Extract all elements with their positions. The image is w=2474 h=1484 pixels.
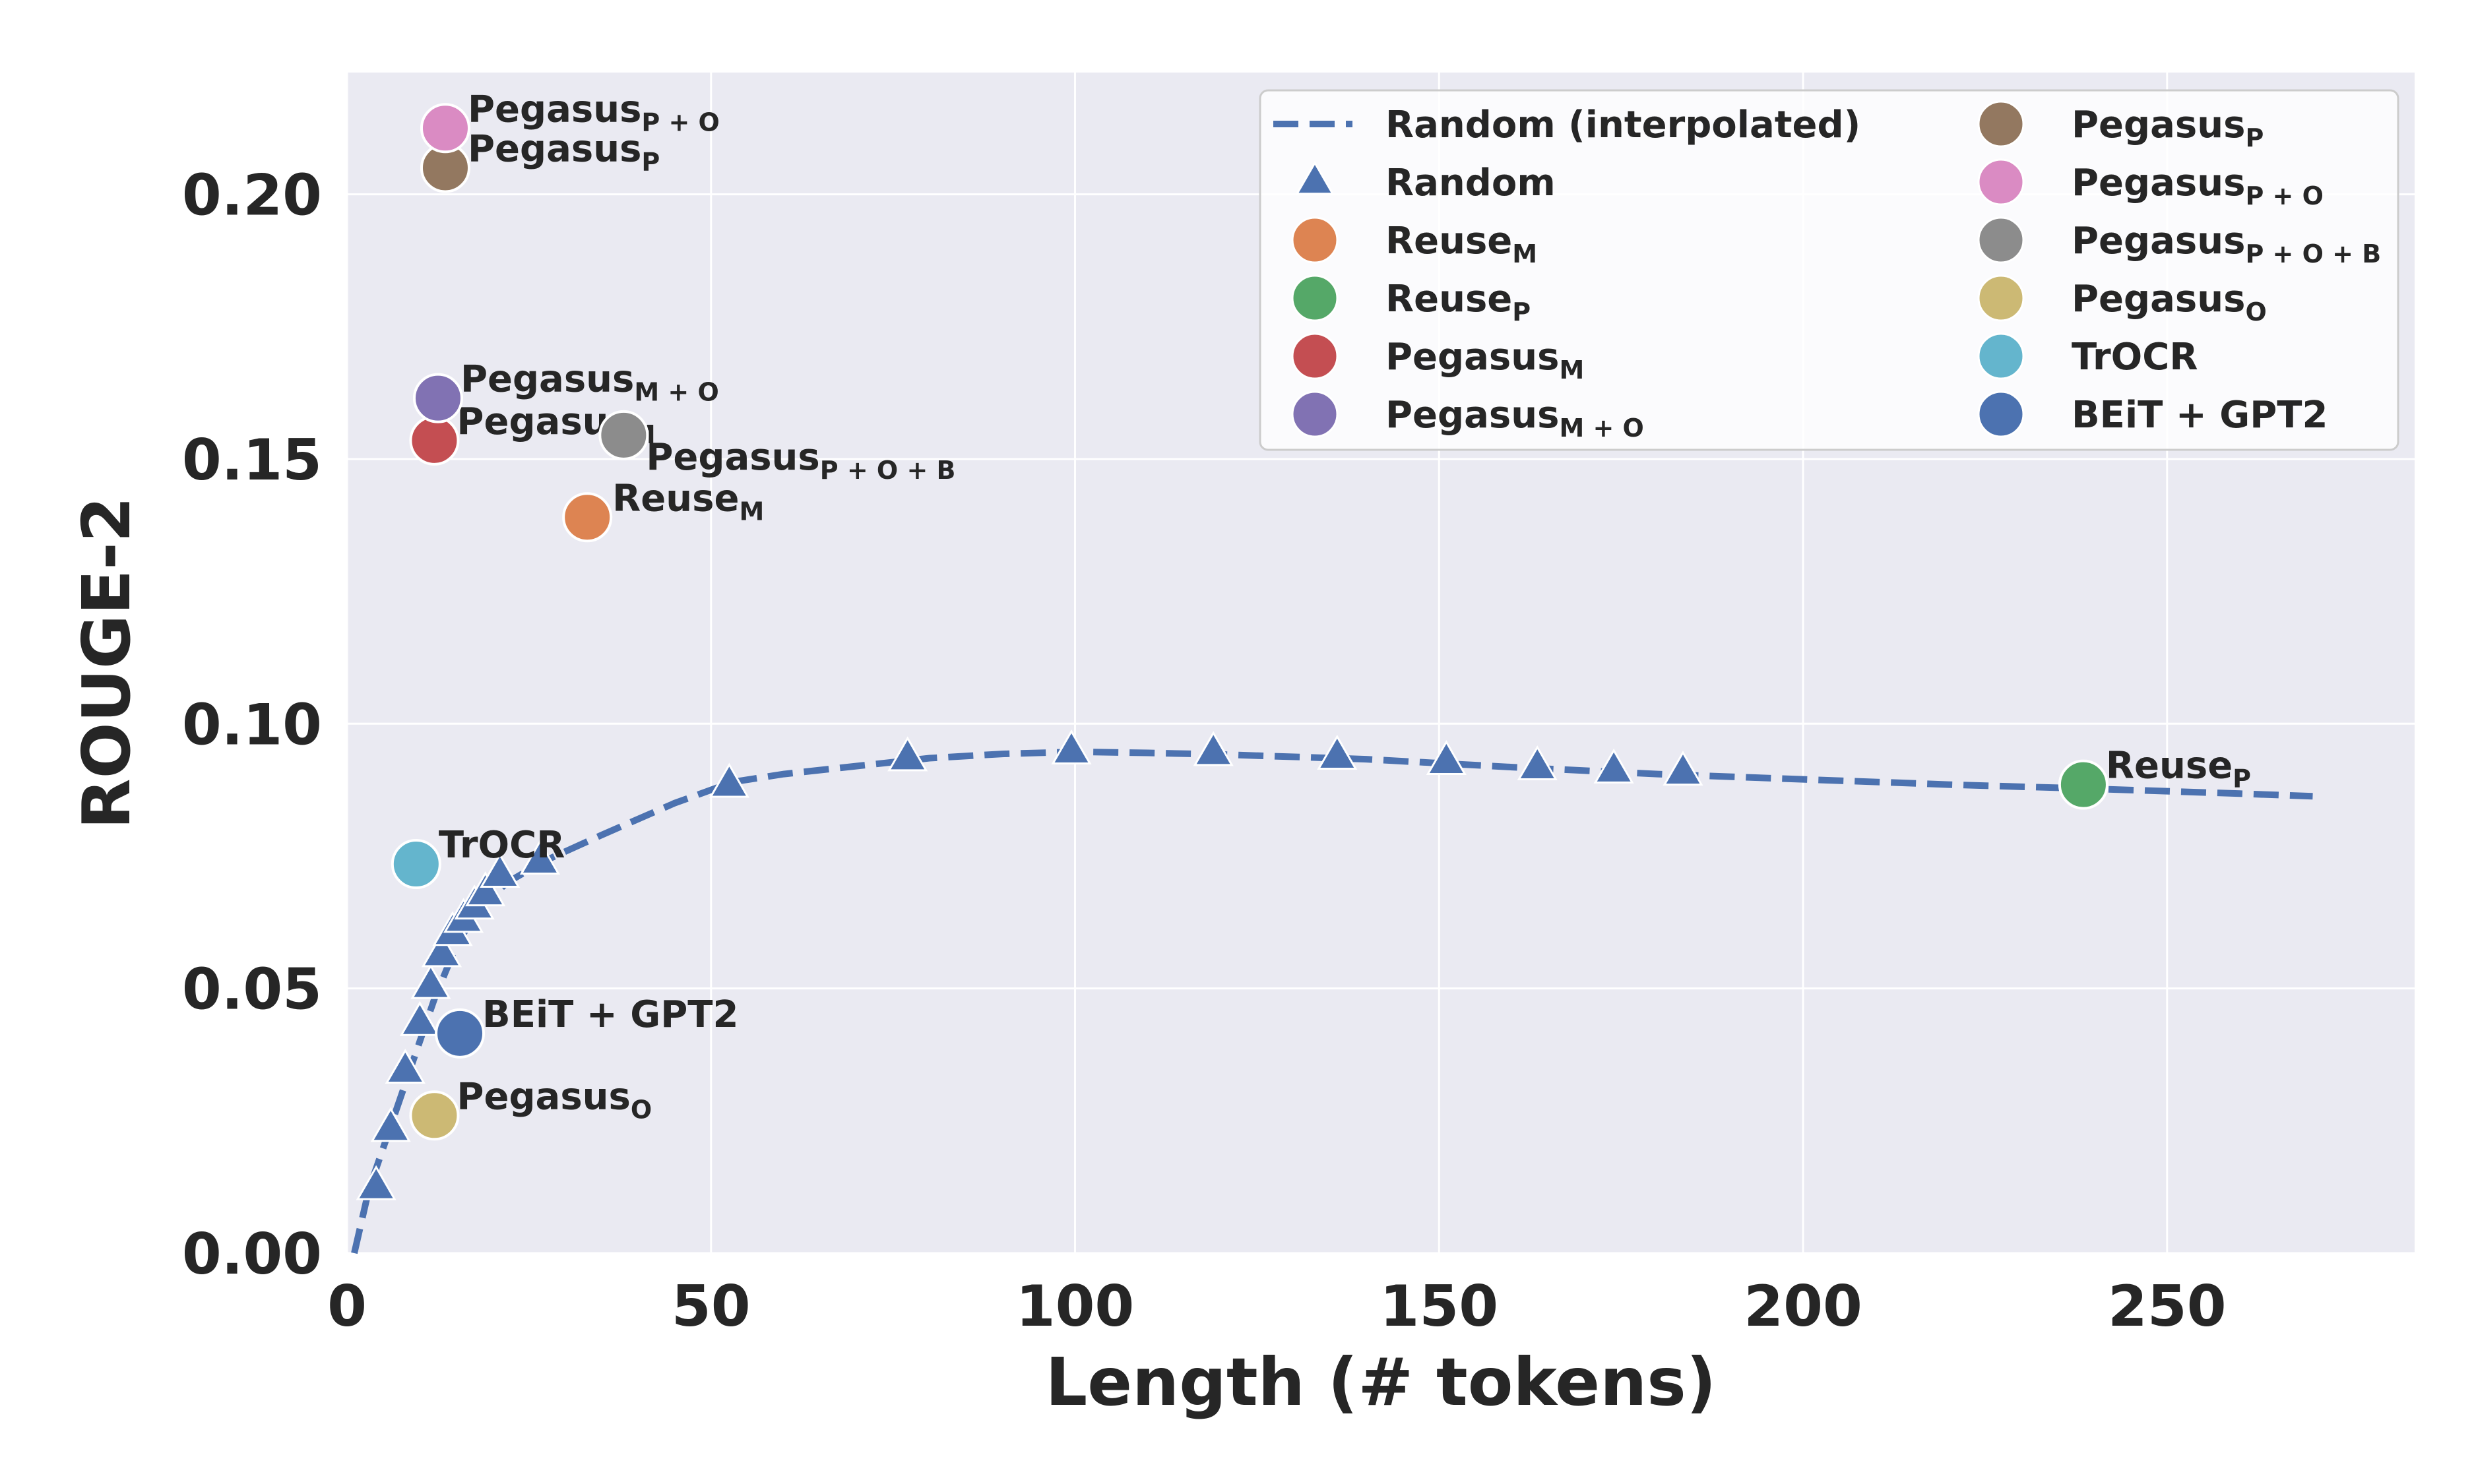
random-point	[385, 1049, 426, 1084]
random-point	[1426, 740, 1467, 776]
legend-marker	[1977, 390, 2025, 438]
point-label: BEiT + GPT2	[482, 993, 738, 1036]
model-point	[435, 1008, 486, 1059]
point-label: PegasusP	[468, 127, 660, 176]
x-tick-label: 250	[2108, 1274, 2227, 1340]
point-label: PegasusP + O	[2072, 162, 2324, 210]
random-point	[887, 736, 928, 772]
point-label: TrOCR	[2072, 336, 2198, 379]
x-tick-label: 200	[1744, 1274, 1862, 1340]
model-points: ReuseM ReuseP PegasusM PegasusM + O PegasusP…	[391, 88, 2251, 1141]
random-point	[421, 932, 462, 968]
random-point	[370, 1107, 411, 1142]
random-series	[356, 729, 1703, 1200]
legend-label: Random (interpolated)	[1385, 104, 1860, 146]
x-tick-labels: 0 50 100 150 200 250	[327, 1274, 2226, 1340]
point-label: ReuseP	[2106, 745, 2251, 793]
legend-marker	[1291, 332, 1339, 380]
interpolated-line	[351, 748, 2313, 1254]
y-tick-label: 0.15	[182, 427, 322, 493]
y-tick-labels: 0.00 0.05 0.10 0.15 0.20	[182, 163, 322, 1287]
model-point	[562, 492, 613, 543]
point-label: ReuseM	[612, 477, 764, 526]
model-point	[412, 373, 463, 423]
legend-marker	[1977, 158, 2025, 206]
random-point	[519, 839, 561, 875]
legend-marker	[1977, 274, 2025, 322]
random-point	[480, 853, 521, 888]
random-point	[399, 1001, 440, 1036]
random-point	[1663, 751, 1703, 786]
y-tick-label: 0.00	[182, 1221, 322, 1287]
model-point	[391, 839, 441, 890]
point-label: ReuseP	[1385, 278, 1531, 326]
point-label: PegasusP + O + B	[2072, 220, 2381, 268]
random-point	[1317, 735, 1358, 770]
x-tick-label: 50	[672, 1274, 751, 1340]
legend: Random (interpolated) Random ReuseM ReuseP P…	[1259, 89, 2399, 451]
random-point	[356, 1165, 396, 1200]
random-point	[709, 762, 749, 798]
point-label: PegasusO	[2072, 278, 2267, 326]
legend-marker	[1977, 100, 2025, 148]
y-axis-label: ROUGE-2	[68, 497, 145, 830]
random-point	[410, 964, 451, 999]
point-label: PegasusP	[2072, 104, 2264, 152]
random-point	[1593, 748, 1634, 784]
point-label: PegasusP + O + B	[646, 436, 955, 485]
y-tick-label: 0.10	[182, 692, 322, 758]
model-point	[2058, 759, 2109, 810]
point-label: TrOCR	[439, 824, 565, 867]
point-label: PegasusO	[457, 1075, 652, 1124]
point-label: ReuseM	[1385, 220, 1537, 268]
legend-marker	[1291, 390, 1339, 438]
point-label: BEiT + GPT2	[2072, 394, 2328, 437]
random-point	[1517, 745, 1558, 781]
point-label: PegasusM + O	[460, 358, 719, 407]
random-point	[1193, 731, 1234, 766]
model-point	[409, 1090, 460, 1141]
random-point	[465, 871, 506, 907]
legend-marker	[1291, 216, 1339, 264]
legend-label: Random	[1385, 162, 1556, 204]
x-tick-label: 100	[1016, 1274, 1135, 1340]
model-point	[598, 410, 649, 460]
legend-marker	[1977, 216, 2025, 264]
point-label: PegasusM	[1385, 336, 1584, 385]
y-tick-label: 0.20	[182, 163, 322, 229]
legend-triangle-marker	[1295, 161, 1335, 195]
point-label: PegasusM + O	[1385, 394, 1644, 443]
y-tick-label: 0.05	[182, 957, 322, 1023]
random-point	[1051, 729, 1092, 764]
legend-marker	[1977, 332, 2025, 380]
interpolated-series	[351, 748, 2313, 1254]
x-axis-label: Length (# tokens)	[1046, 1344, 1717, 1421]
point-label: PegasusP + O	[468, 88, 720, 137]
model-point	[420, 103, 470, 154]
x-tick-label: 0	[327, 1274, 367, 1340]
model-point	[409, 415, 460, 466]
legend-marker	[1291, 274, 1339, 322]
legend-box	[1259, 89, 2399, 451]
x-tick-label: 150	[1380, 1274, 1499, 1340]
